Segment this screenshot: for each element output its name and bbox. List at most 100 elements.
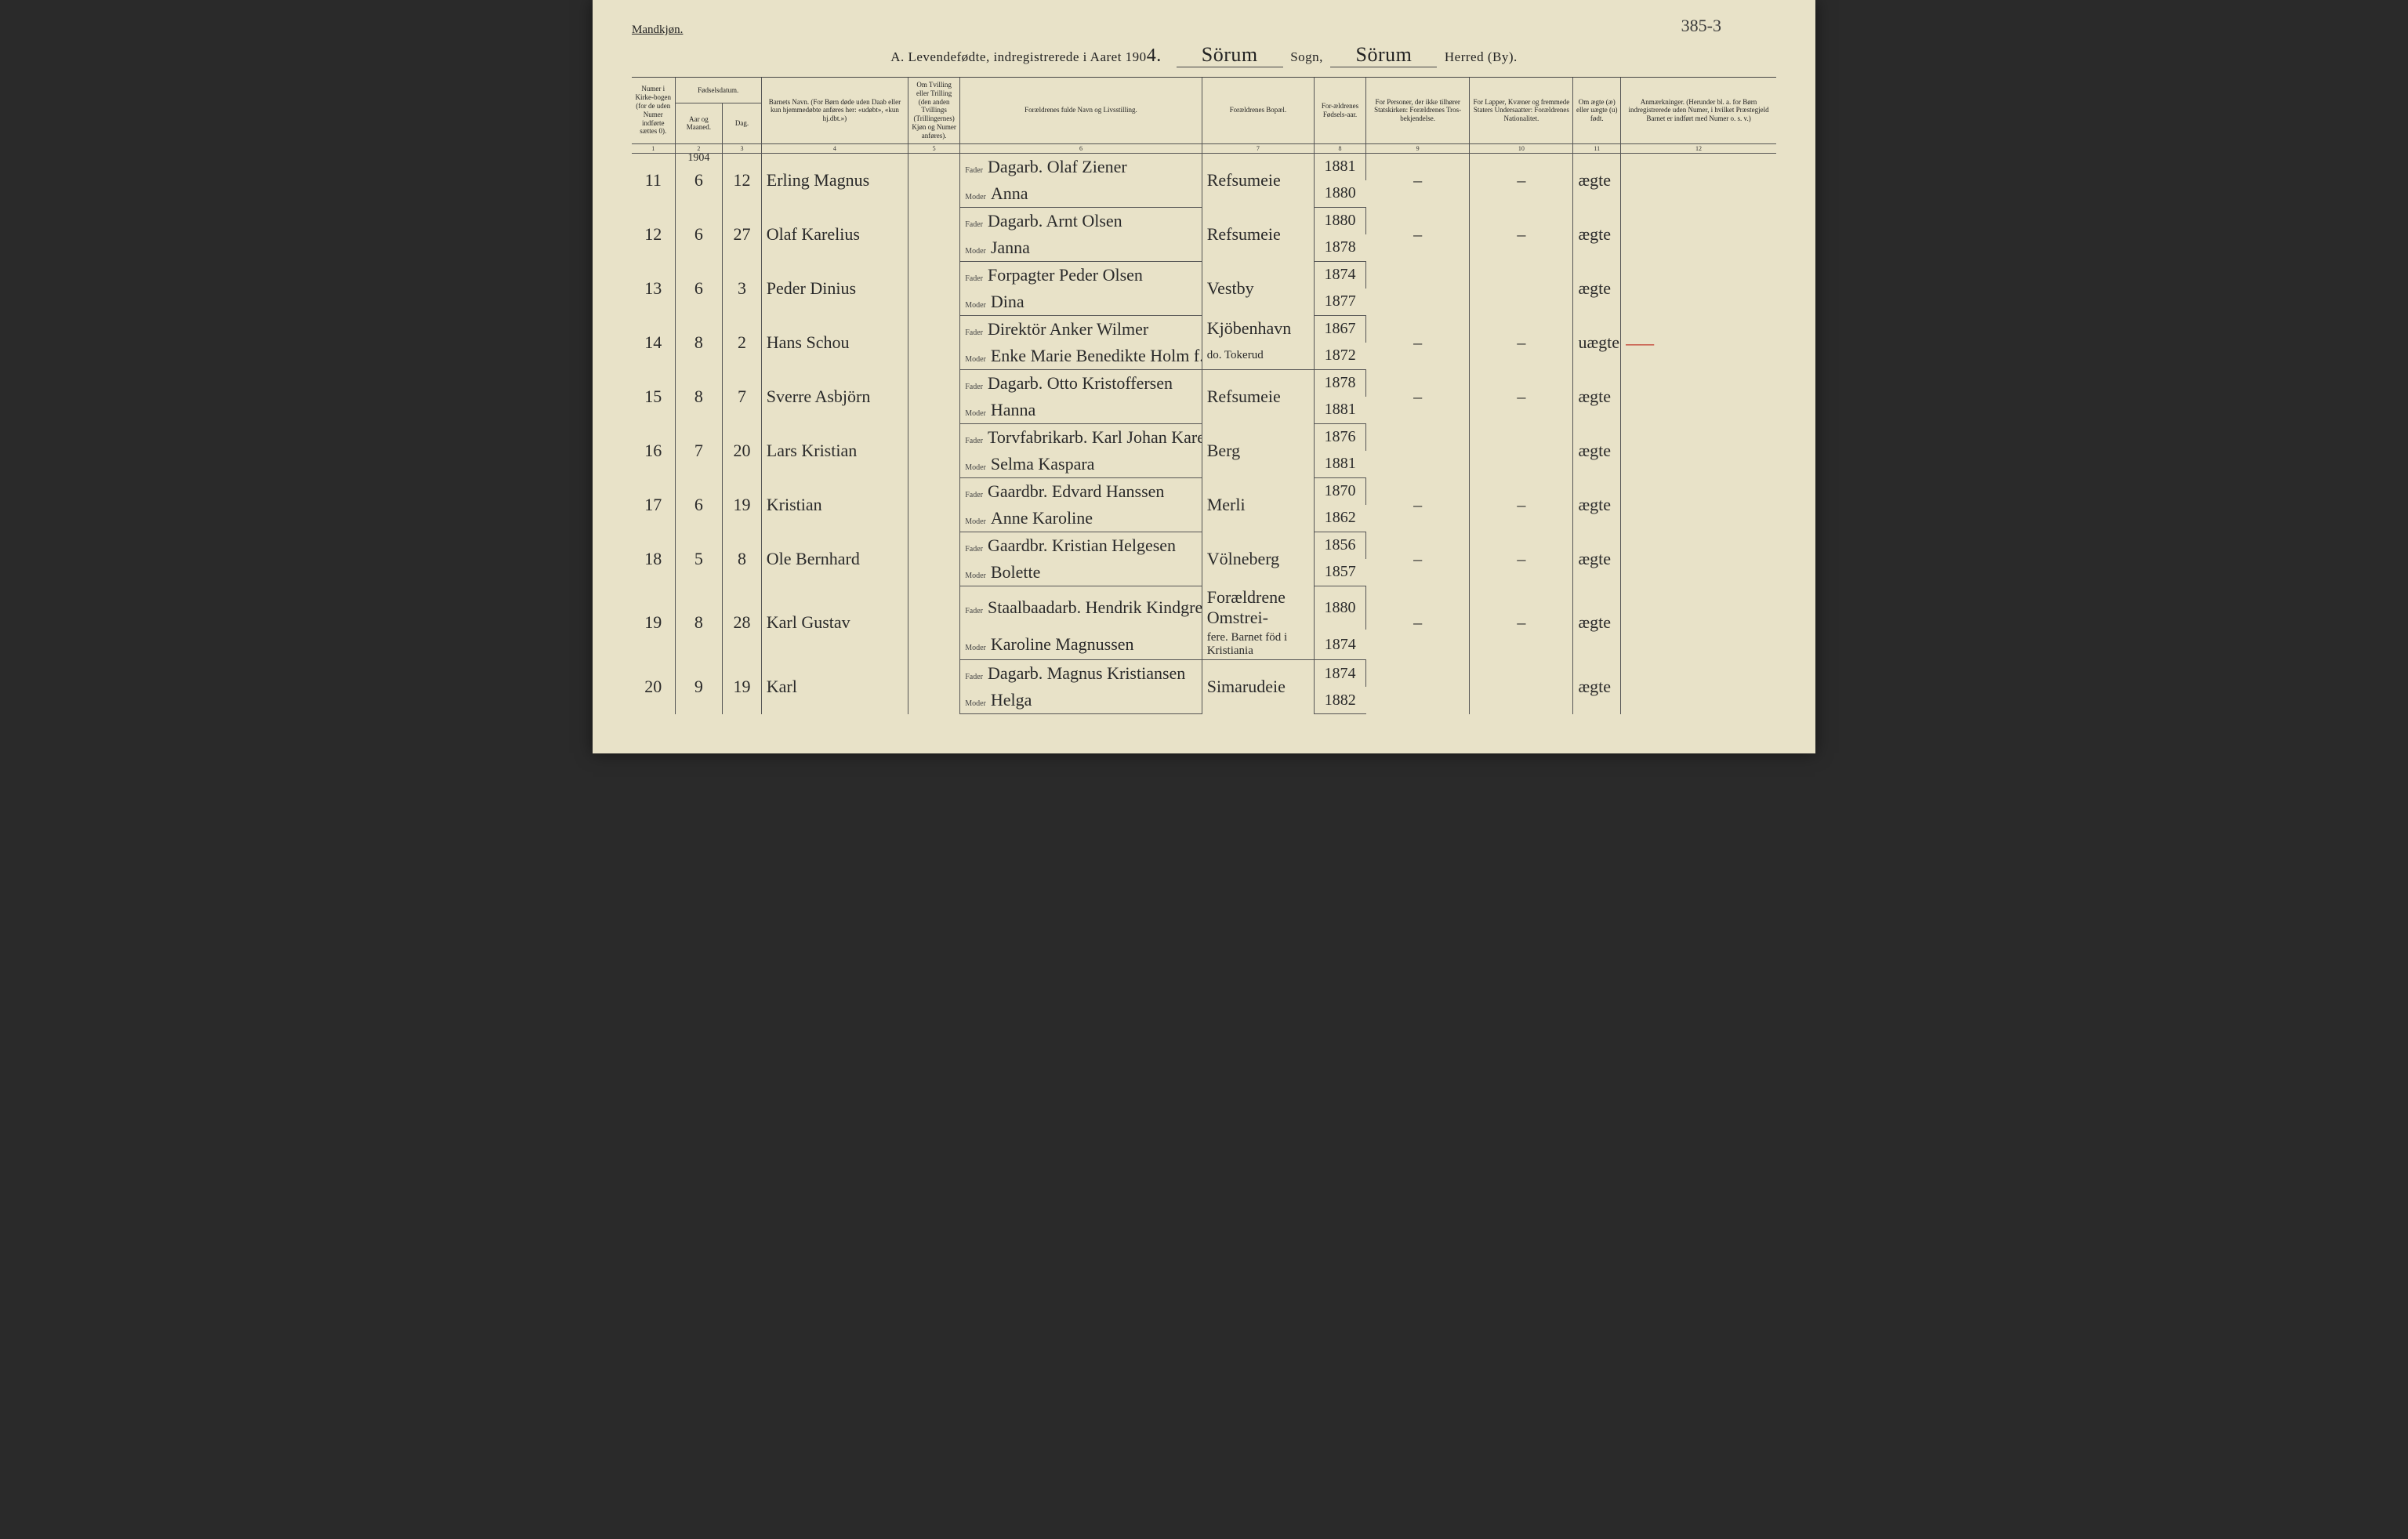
cell-mother: ModerBolette bbox=[960, 559, 1202, 586]
cell-religion: – bbox=[1366, 586, 1470, 660]
cell-residence: Simarudeie bbox=[1202, 660, 1314, 714]
cell-father: FaderDagarb. Olaf Ziener bbox=[960, 153, 1202, 180]
cell-residence: Merli bbox=[1202, 477, 1314, 532]
cell-month: 19046 bbox=[675, 153, 723, 207]
cell-note bbox=[1621, 586, 1776, 660]
cell-nationality bbox=[1470, 261, 1573, 315]
label-fader: Fader bbox=[965, 220, 983, 229]
cell-religion: – bbox=[1366, 207, 1470, 261]
table-row: 12627Olaf KareliusFaderDagarb. Arnt Olse… bbox=[632, 207, 1776, 234]
cell-mother-year: 1881 bbox=[1314, 397, 1365, 424]
cell-num: 13 bbox=[632, 261, 675, 315]
cell-twin bbox=[908, 315, 960, 369]
register-page: 385-3 Mandkjøn. A. Levendefødte, indregi… bbox=[593, 0, 1815, 753]
hdr-day: Dag. bbox=[723, 103, 762, 144]
cell-day: 12 bbox=[723, 153, 762, 207]
hdr-date: Fødselsdatum. bbox=[675, 78, 761, 103]
cell-residence: Völneberg bbox=[1202, 532, 1314, 586]
hdr-parent-year: For-ældrenes Fødsels-aar. bbox=[1314, 78, 1365, 143]
label-moder: Moder bbox=[965, 517, 986, 526]
cell-mother: ModerEnke Marie Benedikte Holm f. Schou bbox=[960, 343, 1202, 370]
cell-month: 6 bbox=[675, 261, 723, 315]
cell-day: 20 bbox=[723, 423, 762, 477]
cell-nationality: – bbox=[1470, 586, 1573, 660]
coln-11: 11 bbox=[1573, 143, 1621, 153]
cell-mother: ModerAnne Karoline bbox=[960, 505, 1202, 532]
coln-1: 1 bbox=[632, 143, 675, 153]
cell-day: 3 bbox=[723, 261, 762, 315]
cell-residence: Kjöbenhavn bbox=[1202, 315, 1314, 343]
label-moder: Moder bbox=[965, 355, 986, 364]
cell-day: 2 bbox=[723, 315, 762, 369]
label-fader: Fader bbox=[965, 274, 983, 283]
table-row: 1587Sverre AsbjörnFaderDagarb. Otto Kris… bbox=[632, 369, 1776, 397]
cell-child-name: Lars Kristian bbox=[761, 423, 908, 477]
cell-mother-year: 1878 bbox=[1314, 234, 1365, 262]
cell-mother-year: 1874 bbox=[1314, 630, 1365, 660]
cell-nationality: – bbox=[1470, 369, 1573, 423]
cell-day: 27 bbox=[723, 207, 762, 261]
label-fader: Fader bbox=[965, 491, 983, 499]
label-moder: Moder bbox=[965, 247, 986, 256]
hdr-religion: For Personer, der ikke tilhører Statskir… bbox=[1366, 78, 1470, 143]
hdr-parents: Forældrenes fulde Navn og Livsstilling. bbox=[960, 78, 1202, 143]
herred-label: Herred (By). bbox=[1445, 49, 1518, 64]
cell-religion bbox=[1366, 660, 1470, 714]
cell-nationality: – bbox=[1470, 477, 1573, 532]
cell-day: 8 bbox=[723, 532, 762, 586]
cell-residence: Berg bbox=[1202, 423, 1314, 477]
gender-label: Mandkjøn. bbox=[632, 24, 1776, 37]
cell-twin bbox=[908, 532, 960, 586]
cell-religion bbox=[1366, 261, 1470, 315]
cell-day: 19 bbox=[723, 660, 762, 714]
cell-father-year: 1874 bbox=[1314, 261, 1365, 289]
table-body: 111904612Erling MagnusFaderDagarb. Olaf … bbox=[632, 153, 1776, 714]
label-moder: Moder bbox=[965, 572, 986, 580]
title-year-digit: 4. bbox=[1147, 45, 1162, 66]
coln-8: 8 bbox=[1314, 143, 1365, 153]
table-row: 1363Peder DiniusFaderForpagter Peder Ols… bbox=[632, 261, 1776, 289]
table-header: Numer i Kirke-bogen (for de uden Numer i… bbox=[632, 78, 1776, 153]
cell-legitimacy: ægte bbox=[1573, 207, 1621, 261]
cell-month: 6 bbox=[675, 477, 723, 532]
cell-father-year: 1870 bbox=[1314, 477, 1365, 505]
cell-religion bbox=[1366, 423, 1470, 477]
cell-father: FaderForpagter Peder Olsen bbox=[960, 261, 1202, 289]
cell-month: 8 bbox=[675, 369, 723, 423]
cell-note: —— bbox=[1621, 315, 1776, 369]
cell-month: 8 bbox=[675, 586, 723, 660]
cell-legitimacy: ægte bbox=[1573, 477, 1621, 532]
cell-num: 20 bbox=[632, 660, 675, 714]
cell-legitimacy: ægte bbox=[1573, 261, 1621, 315]
coln-6: 6 bbox=[960, 143, 1202, 153]
cell-father: FaderTorvfabrikarb. Karl Johan Kareliuss… bbox=[960, 423, 1202, 451]
cell-mother-year: 1882 bbox=[1314, 687, 1365, 714]
cell-mother-year: 1872 bbox=[1314, 343, 1365, 370]
cell-num: 15 bbox=[632, 369, 675, 423]
cell-note bbox=[1621, 660, 1776, 714]
hdr-nationality: For Lapper, Kvæner og fremmede Staters U… bbox=[1470, 78, 1573, 143]
label-moder: Moder bbox=[965, 644, 986, 652]
cell-month: 5 bbox=[675, 532, 723, 586]
cell-child-name: Karl bbox=[761, 660, 908, 714]
coln-10: 10 bbox=[1470, 143, 1573, 153]
label-moder: Moder bbox=[965, 301, 986, 310]
table-row: 111904612Erling MagnusFaderDagarb. Olaf … bbox=[632, 153, 1776, 180]
cell-mother-year: 1857 bbox=[1314, 559, 1365, 586]
coln-9: 9 bbox=[1366, 143, 1470, 153]
cell-num: 17 bbox=[632, 477, 675, 532]
cell-father-year: 1881 bbox=[1314, 153, 1365, 180]
label-fader: Fader bbox=[965, 673, 983, 681]
coln-12: 12 bbox=[1621, 143, 1776, 153]
hdr-name: Barnets Navn. (For Børn døde uden Daab e… bbox=[761, 78, 908, 143]
label-moder: Moder bbox=[965, 409, 986, 418]
cell-twin bbox=[908, 261, 960, 315]
cell-num: 12 bbox=[632, 207, 675, 261]
cell-nationality: – bbox=[1470, 207, 1573, 261]
cell-mother: ModerHelga bbox=[960, 687, 1202, 714]
sogn-label: Sogn, bbox=[1290, 49, 1323, 64]
cell-child-name: Peder Dinius bbox=[761, 261, 908, 315]
coln-4: 4 bbox=[761, 143, 908, 153]
cell-religion: – bbox=[1366, 477, 1470, 532]
cell-residence: Vestby bbox=[1202, 261, 1314, 315]
